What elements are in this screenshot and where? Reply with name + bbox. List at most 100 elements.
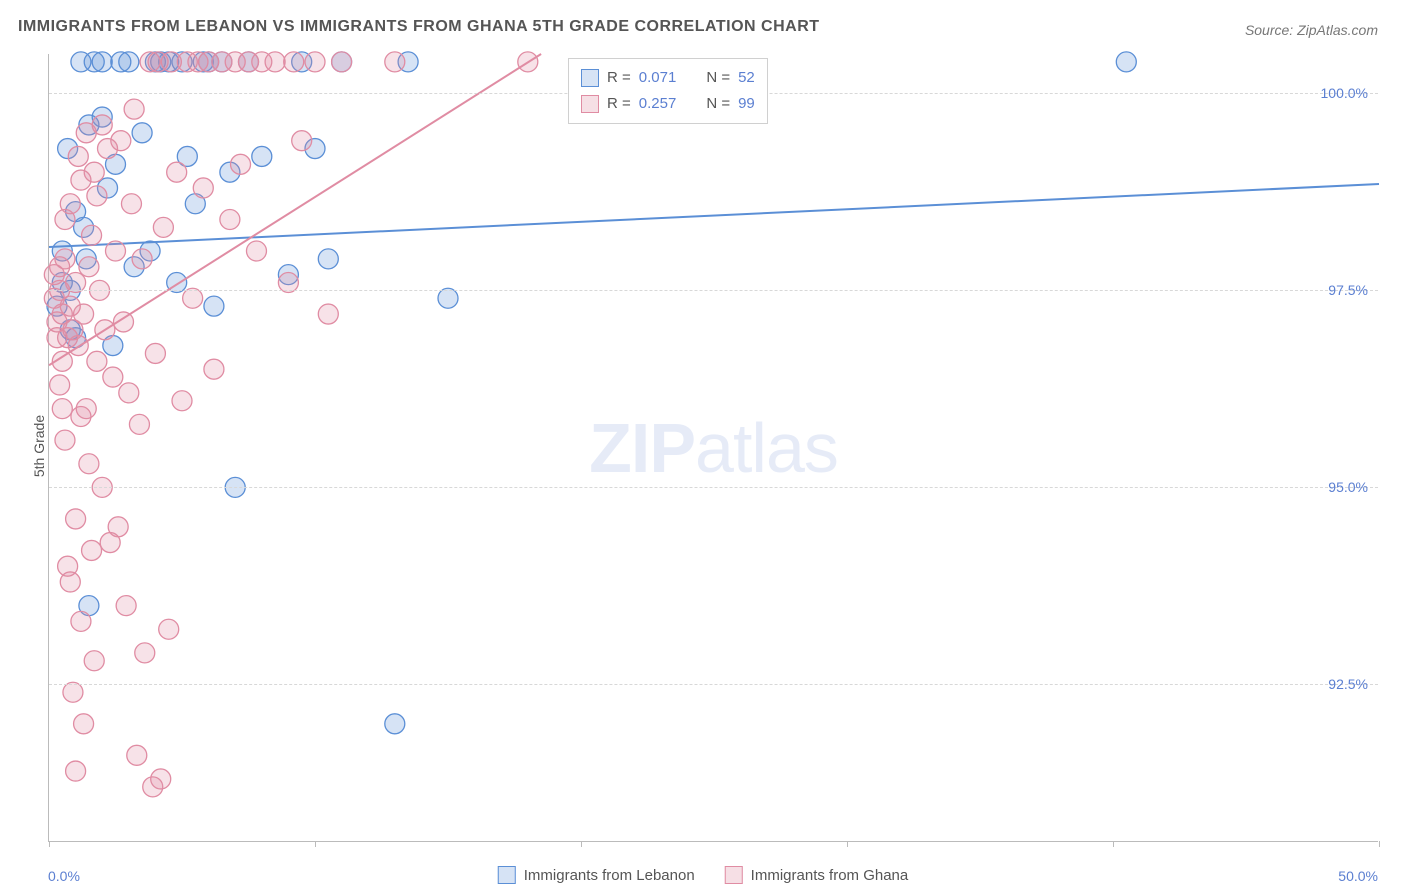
scatter-point bbox=[127, 745, 147, 765]
scatter-point bbox=[119, 383, 139, 403]
scatter-point bbox=[87, 186, 107, 206]
scatter-point bbox=[92, 115, 112, 135]
scatter-point bbox=[204, 296, 224, 316]
scatter-point bbox=[68, 146, 88, 166]
scatter-point bbox=[172, 391, 192, 411]
gridline bbox=[49, 487, 1378, 488]
scatter-point bbox=[84, 651, 104, 671]
scatter-point bbox=[121, 194, 141, 214]
x-axis-max-label: 50.0% bbox=[1338, 868, 1378, 884]
scatter-point bbox=[292, 131, 312, 151]
chart-svg bbox=[49, 54, 1378, 841]
scatter-point bbox=[82, 225, 102, 245]
scatter-point bbox=[167, 162, 187, 182]
scatter-point bbox=[87, 351, 107, 371]
scatter-point bbox=[103, 367, 123, 387]
x-tick-mark bbox=[1113, 841, 1114, 847]
x-tick-mark bbox=[49, 841, 50, 847]
scatter-point bbox=[52, 399, 72, 419]
scatter-point bbox=[231, 154, 251, 174]
y-tick-label: 97.5% bbox=[1328, 282, 1368, 298]
legend-label: Immigrants from Ghana bbox=[751, 867, 909, 884]
scatter-point bbox=[385, 714, 405, 734]
legend-r-value: 0.071 bbox=[639, 65, 677, 91]
scatter-point bbox=[204, 359, 224, 379]
scatter-point bbox=[60, 572, 80, 592]
legend-n-value: 99 bbox=[738, 91, 755, 117]
scatter-point bbox=[66, 509, 86, 529]
scatter-point bbox=[79, 454, 99, 474]
scatter-point bbox=[132, 249, 152, 269]
scatter-point bbox=[318, 249, 338, 269]
scatter-point bbox=[92, 52, 112, 72]
y-tick-label: 95.0% bbox=[1328, 479, 1368, 495]
legend-n-label: N = bbox=[706, 91, 730, 117]
scatter-point bbox=[385, 52, 405, 72]
source-attribution: Source: ZipAtlas.com bbox=[1245, 22, 1378, 38]
scatter-point bbox=[71, 611, 91, 631]
scatter-point bbox=[60, 194, 80, 214]
scatter-point bbox=[76, 399, 96, 419]
x-axis-min-label: 0.0% bbox=[48, 868, 80, 884]
legend-r-label: R = bbox=[607, 91, 631, 117]
scatter-point bbox=[284, 52, 304, 72]
scatter-point bbox=[132, 123, 152, 143]
correlation-legend: R = 0.071 N = 52 R = 0.257 N = 99 bbox=[568, 58, 768, 124]
x-tick-mark bbox=[315, 841, 316, 847]
scatter-point bbox=[55, 249, 75, 269]
scatter-point bbox=[50, 375, 70, 395]
scatter-point bbox=[145, 343, 165, 363]
plot-area: ZIPatlas 92.5%95.0%97.5%100.0% bbox=[48, 54, 1378, 842]
scatter-point bbox=[106, 241, 126, 261]
series-legend: Immigrants from Lebanon Immigrants from G… bbox=[498, 866, 908, 884]
y-tick-label: 100.0% bbox=[1321, 85, 1368, 101]
legend-r-value: 0.257 bbox=[639, 91, 677, 117]
scatter-point bbox=[318, 304, 338, 324]
scatter-point bbox=[129, 414, 149, 434]
legend-item: Immigrants from Ghana bbox=[725, 866, 909, 884]
scatter-point bbox=[82, 540, 102, 560]
legend-n-label: N = bbox=[706, 65, 730, 91]
legend-swatch bbox=[581, 69, 599, 87]
legend-n-value: 52 bbox=[738, 65, 755, 91]
scatter-point bbox=[332, 52, 352, 72]
chart-title: IMMIGRANTS FROM LEBANON VS IMMIGRANTS FR… bbox=[18, 18, 820, 36]
scatter-point bbox=[68, 336, 88, 356]
scatter-point bbox=[265, 52, 285, 72]
x-tick-mark bbox=[847, 841, 848, 847]
trend-line bbox=[49, 184, 1379, 247]
legend-swatch bbox=[498, 866, 516, 884]
scatter-point bbox=[66, 761, 86, 781]
legend-swatch bbox=[725, 866, 743, 884]
scatter-point bbox=[252, 146, 272, 166]
x-tick-mark bbox=[581, 841, 582, 847]
scatter-point bbox=[159, 619, 179, 639]
scatter-point bbox=[124, 99, 144, 119]
scatter-point bbox=[116, 596, 136, 616]
legend-row: R = 0.071 N = 52 bbox=[581, 65, 755, 91]
scatter-point bbox=[220, 209, 240, 229]
y-tick-label: 92.5% bbox=[1328, 676, 1368, 692]
gridline bbox=[49, 290, 1378, 291]
scatter-point bbox=[55, 430, 75, 450]
scatter-point bbox=[79, 257, 99, 277]
x-tick-mark bbox=[1379, 841, 1380, 847]
scatter-point bbox=[119, 52, 139, 72]
scatter-point bbox=[1116, 52, 1136, 72]
scatter-point bbox=[74, 304, 94, 324]
gridline bbox=[49, 684, 1378, 685]
scatter-point bbox=[135, 643, 155, 663]
scatter-point bbox=[84, 162, 104, 182]
legend-label: Immigrants from Lebanon bbox=[524, 867, 695, 884]
legend-item: Immigrants from Lebanon bbox=[498, 866, 695, 884]
scatter-point bbox=[108, 517, 128, 537]
scatter-point bbox=[246, 241, 266, 261]
legend-row: R = 0.257 N = 99 bbox=[581, 91, 755, 117]
legend-r-label: R = bbox=[607, 65, 631, 91]
legend-swatch bbox=[581, 95, 599, 113]
scatter-point bbox=[193, 178, 213, 198]
scatter-point bbox=[111, 131, 131, 151]
scatter-point bbox=[151, 769, 171, 789]
y-axis-label: 5th Grade bbox=[31, 415, 47, 477]
scatter-point bbox=[74, 714, 94, 734]
